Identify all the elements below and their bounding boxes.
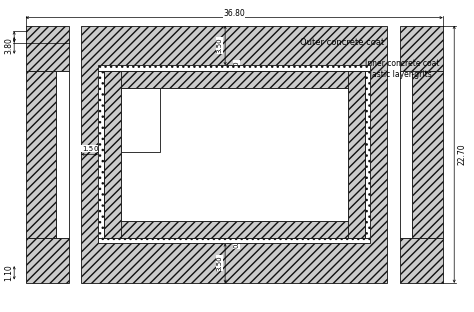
Bar: [400, 26, 443, 71]
Bar: [400, 71, 412, 238]
Bar: [26, 26, 69, 71]
Bar: [121, 88, 347, 221]
Bar: [98, 71, 370, 238]
Bar: [98, 71, 104, 238]
Text: 1.10: 1.10: [4, 265, 13, 281]
Bar: [400, 238, 443, 283]
Text: 3.50: 3.50: [217, 38, 222, 53]
Bar: [412, 71, 443, 238]
Text: 1.50: 1.50: [240, 221, 246, 237]
Text: Outer concrete coat: Outer concrete coat: [300, 38, 384, 47]
Text: 3.80: 3.80: [4, 37, 13, 54]
Text: 1.50: 1.50: [235, 72, 241, 87]
Bar: [81, 26, 387, 283]
Text: 3.50: 3.50: [217, 255, 222, 271]
Text: 36.80: 36.80: [223, 9, 245, 18]
Text: 20.00: 20.00: [223, 182, 245, 191]
Text: 22.70: 22.70: [457, 144, 466, 165]
Bar: [365, 71, 370, 238]
Text: Schelter rooms: Schelter rooms: [219, 193, 283, 202]
Text: 0.50: 0.50: [234, 233, 239, 248]
Bar: [56, 71, 69, 238]
Text: Elastic layer-grits: Elastic layer-grits: [124, 70, 431, 85]
Bar: [26, 71, 56, 238]
Bar: [26, 238, 69, 283]
Text: 11.70: 11.70: [127, 144, 133, 164]
Text: 0.50: 0.50: [93, 146, 109, 152]
Bar: [98, 65, 370, 71]
Bar: [104, 71, 365, 88]
Bar: [104, 221, 365, 238]
Bar: [121, 88, 161, 152]
Bar: [347, 71, 365, 238]
Bar: [104, 71, 121, 238]
Text: 1.50: 1.50: [82, 146, 97, 152]
Text: 0.50: 0.50: [234, 60, 239, 76]
Text: Inner concrete coat: Inner concrete coat: [129, 59, 439, 79]
Bar: [98, 238, 370, 243]
Text: 1.50: 1.50: [104, 146, 120, 152]
